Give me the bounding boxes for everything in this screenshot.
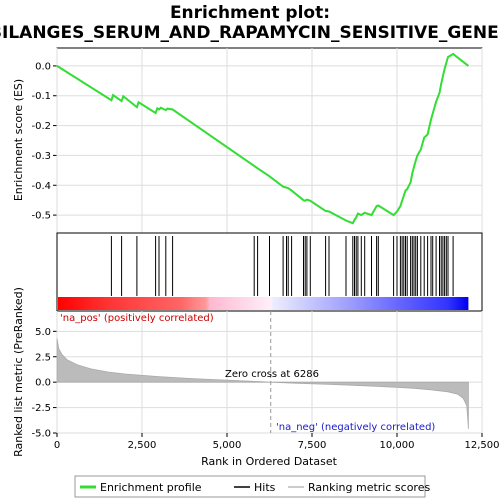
y-axis-label-es: Enrichment score (ES) bbox=[12, 79, 25, 201]
negative-correlated-label: 'na_neg' (negatively correlated) bbox=[276, 422, 435, 433]
es-tick-label: -0.4 bbox=[31, 181, 51, 192]
es-tick-label: -0.3 bbox=[31, 151, 51, 162]
ranking-color-bar bbox=[58, 297, 469, 310]
x-tick-label: 5,000 bbox=[213, 440, 242, 451]
legend-enrichment-label: Enrichment profile bbox=[100, 481, 202, 494]
es-plot-frame bbox=[56, 47, 483, 234]
es-tick-label: 0.0 bbox=[35, 61, 51, 72]
x-tick-label: 7,500 bbox=[298, 440, 327, 451]
x-tick-label: 10,000 bbox=[380, 440, 415, 451]
es-tick-label: -0.1 bbox=[31, 91, 51, 102]
metric-tick-label: -2.5 bbox=[31, 403, 51, 414]
hits-panel bbox=[56, 232, 483, 312]
chart-title-line2: BILANGES_SERUM_AND_RAPAMYCIN_SENSITIVE_G… bbox=[0, 23, 500, 43]
metric-tick-label: 2.5 bbox=[35, 352, 51, 363]
y-axis-label-metric: Ranked list metric (PreRanked) bbox=[12, 287, 25, 457]
x-axis-label: Rank in Ordered Dataset bbox=[201, 455, 338, 468]
ranking-metric-area bbox=[56, 338, 469, 429]
enrichment-profile-line bbox=[56, 52, 470, 225]
legend: Enrichment profile Hits Ranking metric s… bbox=[74, 475, 430, 498]
metric-panel: 5.0 2.5 0.0 -2.5 -5.0 bbox=[31, 310, 483, 440]
es-panel: 0.0 -0.1 -0.2 -0.3 -0.4 -0.5 bbox=[31, 47, 483, 234]
positive-correlated-label: 'na_pos' (positively correlated) bbox=[60, 313, 214, 324]
chart-title-line1: Enrichment plot: bbox=[170, 3, 330, 23]
es-tick-label: -0.2 bbox=[31, 121, 51, 132]
es-tick-label: -0.5 bbox=[31, 211, 51, 222]
x-axis: 0 2,500 5,000 7,500 10,000 12,500 bbox=[54, 433, 500, 451]
zero-cross-label: Zero cross at 6286 bbox=[225, 369, 319, 380]
x-tick-label: 2,500 bbox=[128, 440, 157, 451]
metric-tick-label: 0.0 bbox=[35, 378, 51, 389]
metric-tick-label: -5.0 bbox=[31, 429, 51, 440]
x-tick-label: 0 bbox=[54, 440, 60, 451]
legend-metric-label: Ranking metric scores bbox=[308, 481, 430, 494]
legend-hits-label: Hits bbox=[254, 481, 276, 494]
metric-tick-label: 5.0 bbox=[35, 327, 51, 338]
x-tick-label: 12,500 bbox=[465, 440, 500, 451]
